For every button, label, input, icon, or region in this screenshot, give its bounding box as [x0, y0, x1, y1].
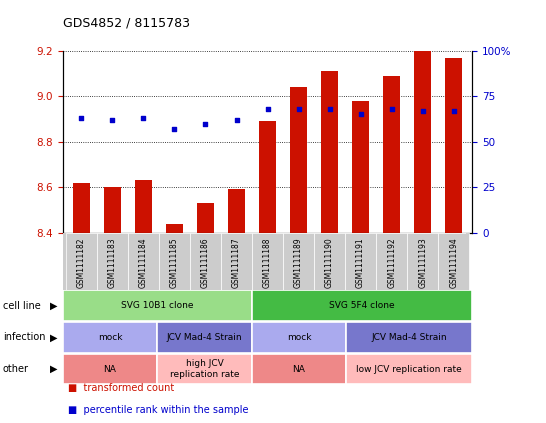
Bar — [104, 187, 121, 233]
Text: GSM1111183: GSM1111183 — [108, 237, 117, 288]
Bar — [97, 233, 128, 290]
Text: GSM1111189: GSM1111189 — [294, 237, 303, 288]
Text: ■  transformed count: ■ transformed count — [68, 383, 175, 393]
Text: NA: NA — [104, 365, 116, 374]
Point — [201, 120, 210, 127]
Bar — [221, 233, 252, 290]
Bar — [407, 233, 438, 290]
Text: mock: mock — [98, 333, 122, 342]
Text: ■  percentile rank within the sample: ■ percentile rank within the sample — [68, 404, 249, 415]
Bar — [166, 224, 183, 233]
Bar — [259, 121, 276, 233]
Bar — [63, 354, 157, 385]
Text: GSM1111185: GSM1111185 — [170, 237, 179, 288]
Bar — [128, 233, 159, 290]
Text: ▶: ▶ — [50, 364, 57, 374]
Point — [77, 115, 86, 121]
Text: GSM1111191: GSM1111191 — [356, 237, 365, 288]
Bar — [283, 233, 314, 290]
Bar — [63, 291, 252, 321]
Text: NA: NA — [293, 365, 305, 374]
Text: infection: infection — [3, 332, 45, 342]
Bar — [321, 71, 338, 233]
Text: ▶: ▶ — [50, 332, 57, 342]
Point — [387, 106, 396, 113]
Text: cell line: cell line — [3, 301, 40, 310]
Bar — [157, 322, 252, 353]
Bar — [197, 203, 214, 233]
Bar — [159, 233, 190, 290]
Text: GSM1111186: GSM1111186 — [201, 237, 210, 288]
Bar — [252, 354, 346, 385]
Text: GSM1111184: GSM1111184 — [139, 237, 148, 288]
Bar — [63, 322, 157, 353]
Text: mock: mock — [287, 333, 311, 342]
Bar — [352, 101, 369, 233]
Bar — [345, 233, 376, 290]
Text: JCV Mad-4 Strain: JCV Mad-4 Strain — [167, 333, 242, 342]
Text: GSM1111188: GSM1111188 — [263, 237, 272, 288]
Text: GSM1111194: GSM1111194 — [449, 237, 458, 288]
Bar — [346, 354, 472, 385]
Point — [449, 107, 458, 114]
Text: GSM1111190: GSM1111190 — [325, 237, 334, 288]
Point — [108, 116, 117, 123]
Bar — [314, 233, 345, 290]
Point — [418, 107, 427, 114]
Text: SVG 10B1 clone: SVG 10B1 clone — [121, 301, 193, 310]
Bar — [376, 233, 407, 290]
Bar — [228, 190, 245, 233]
Bar — [438, 233, 469, 290]
Text: other: other — [3, 364, 29, 374]
Text: JCV Mad-4 Strain: JCV Mad-4 Strain — [371, 333, 447, 342]
Point — [356, 111, 365, 118]
Point — [263, 106, 272, 113]
Text: GSM1111192: GSM1111192 — [387, 237, 396, 288]
Text: SVG 5F4 clone: SVG 5F4 clone — [329, 301, 395, 310]
Text: GSM1111187: GSM1111187 — [232, 237, 241, 288]
Bar — [290, 87, 307, 233]
Bar — [135, 180, 152, 233]
Bar — [414, 51, 431, 233]
Bar — [445, 58, 462, 233]
Bar — [73, 183, 90, 233]
Point — [170, 126, 179, 132]
Text: GSM1111182: GSM1111182 — [77, 237, 86, 288]
Bar — [190, 233, 221, 290]
Bar — [252, 291, 472, 321]
Bar — [346, 322, 472, 353]
Bar — [252, 233, 283, 290]
Point — [325, 106, 334, 113]
Point — [294, 106, 303, 113]
Bar — [252, 322, 346, 353]
Point — [139, 115, 148, 121]
Bar — [66, 233, 97, 290]
Text: high JCV
replication rate: high JCV replication rate — [170, 360, 239, 379]
Bar — [383, 76, 400, 233]
Text: low JCV replication rate: low JCV replication rate — [357, 365, 462, 374]
Bar — [157, 354, 252, 385]
Point — [232, 116, 241, 123]
Text: GSM1111193: GSM1111193 — [418, 237, 427, 288]
Text: ▶: ▶ — [50, 301, 57, 310]
Text: GDS4852 / 8115783: GDS4852 / 8115783 — [63, 17, 190, 30]
